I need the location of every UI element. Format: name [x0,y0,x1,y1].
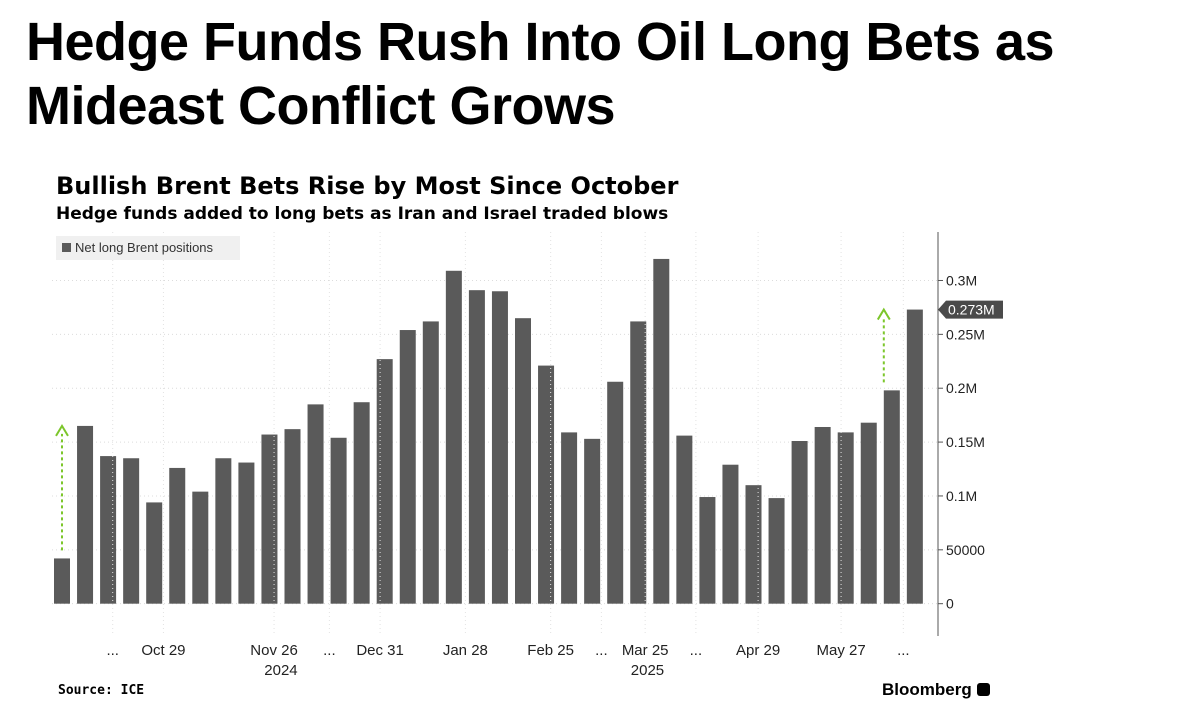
x-tick-label: Oct 29 [141,642,185,659]
bar [376,359,393,604]
x-tick-label: Dec 31 [356,642,404,659]
bar [699,497,716,604]
bar [54,558,70,604]
bar [261,434,278,604]
x-tick-label: Feb 25 [527,642,574,659]
bar [906,309,923,604]
legend-label: Net long Brent positions [75,240,214,255]
x-tick-label: Jan 28 [443,642,488,659]
bar [284,429,301,604]
x-tick-label: Nov 26 [250,642,298,659]
brand-name: Bloomberg [882,680,972,699]
bar [584,438,601,604]
x-tick-label: Mar 25 [622,642,669,659]
x-year-label: 2025 [631,662,664,679]
x-tick-label: ... [690,642,703,659]
bar [77,425,94,604]
bar [722,464,739,604]
bar [538,365,555,604]
y-tick-label: 0.25M [946,326,985,342]
bar [238,462,255,604]
x-tick-label: ... [595,642,608,659]
y-tick-label: 0.3M [946,272,977,288]
bar [515,318,531,604]
bar [837,432,854,604]
bar [768,498,785,604]
change-arrow-head [55,423,69,437]
bar [607,381,624,604]
bar [561,432,578,604]
change-arrow-head [876,307,891,321]
bar [353,402,370,604]
chart-subtitle: Hedge funds added to long bets as Iran a… [56,204,669,224]
x-tick-label: May 27 [816,642,865,659]
x-tick-label: ... [323,642,336,659]
bar [630,321,647,604]
bar [192,491,209,604]
bar [883,390,900,604]
brand-logo: Bloomberg [882,680,990,700]
bar [814,426,831,604]
x-year-label: 2024 [264,662,297,679]
bar [745,485,762,604]
bar [422,321,439,604]
bar [491,291,508,604]
chart-title: Bullish Brent Bets Rise by Most Since Oc… [56,172,679,200]
x-tick-label: ... [897,642,910,659]
bar [399,330,416,604]
bloomberg-terminal-icon [976,683,990,696]
bar [215,458,232,604]
last-value-label: 0.273M [948,302,995,318]
bar [169,467,186,604]
y-tick-label: 0.2M [946,380,977,396]
bar [653,258,670,604]
last-value-flag [938,300,1003,319]
y-tick-label: 0 [946,596,954,612]
bar [307,404,324,604]
bar [791,441,808,604]
bar [445,270,462,604]
y-tick-label: 50000 [946,542,985,558]
bar [123,458,140,604]
y-tick-label: 0.1M [946,488,977,504]
bar [676,435,693,604]
bar [330,437,347,604]
y-tick-label: 0.15M [946,434,985,450]
x-tick-label: Apr 29 [736,642,780,659]
source-note: Source: ICE [58,683,145,698]
x-tick-label: ... [106,642,119,659]
bar [100,456,117,604]
legend-box [56,236,240,260]
legend-swatch [62,243,71,252]
bar [468,290,485,604]
headline: Hedge Funds Rush Into Oil Long Bets as M… [26,12,1055,136]
bar [860,422,877,604]
bar [146,502,163,604]
